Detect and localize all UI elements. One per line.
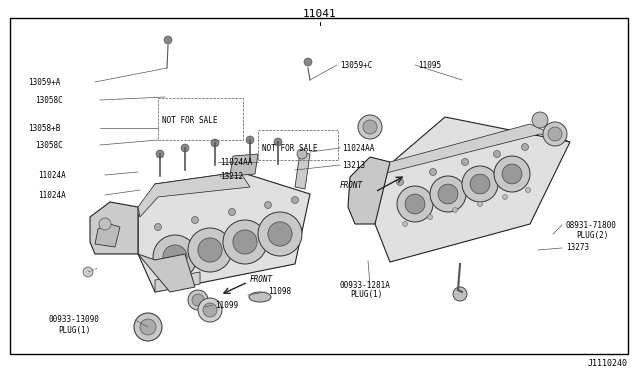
Circle shape (397, 186, 433, 222)
Circle shape (502, 164, 522, 184)
Circle shape (188, 228, 232, 272)
Text: 13058C: 13058C (35, 96, 63, 105)
Circle shape (430, 176, 466, 212)
Circle shape (397, 179, 403, 186)
Circle shape (494, 156, 530, 192)
Circle shape (461, 158, 468, 166)
Text: 11095: 11095 (418, 61, 441, 70)
Circle shape (246, 136, 254, 144)
Circle shape (403, 221, 408, 227)
Circle shape (191, 217, 198, 224)
Circle shape (99, 218, 111, 230)
Text: 11024A: 11024A (38, 190, 66, 199)
Circle shape (198, 238, 222, 262)
Circle shape (223, 220, 267, 264)
Text: PLUG(1): PLUG(1) (58, 326, 90, 334)
Text: PLUG(2): PLUG(2) (576, 231, 609, 240)
Text: FRONT: FRONT (340, 180, 363, 189)
Text: 00933-1281A: 00933-1281A (340, 280, 391, 289)
Circle shape (134, 313, 162, 341)
Text: 13059+A: 13059+A (28, 77, 60, 87)
Circle shape (268, 222, 292, 246)
Text: 11024A: 11024A (38, 170, 66, 180)
Polygon shape (295, 152, 310, 189)
Text: NOT FOR SALE: NOT FOR SALE (162, 115, 218, 125)
Text: 13212: 13212 (220, 171, 243, 180)
Circle shape (233, 230, 257, 254)
Circle shape (156, 150, 164, 158)
Text: 13213: 13213 (342, 160, 365, 170)
Circle shape (453, 287, 467, 301)
Circle shape (198, 298, 222, 322)
Text: J1110240: J1110240 (588, 359, 628, 369)
Circle shape (164, 36, 172, 44)
Polygon shape (138, 254, 195, 292)
Polygon shape (230, 154, 258, 176)
Text: NOT FOR SALE: NOT FOR SALE (262, 144, 317, 153)
Circle shape (493, 151, 500, 157)
Text: PLUG(1): PLUG(1) (350, 291, 382, 299)
Circle shape (405, 194, 425, 214)
Text: 13273: 13273 (566, 244, 589, 253)
Circle shape (211, 139, 219, 147)
Circle shape (188, 290, 208, 310)
Circle shape (438, 184, 458, 204)
Bar (258, 130, 338, 160)
Text: 13058+B: 13058+B (28, 124, 60, 132)
Text: FRONT: FRONT (250, 276, 273, 285)
Polygon shape (138, 172, 250, 217)
Polygon shape (375, 117, 570, 262)
Circle shape (532, 112, 548, 128)
Text: 11024AA: 11024AA (342, 144, 374, 153)
Circle shape (274, 138, 282, 146)
Circle shape (522, 144, 529, 151)
Circle shape (470, 174, 490, 194)
Polygon shape (138, 172, 310, 292)
Text: 11024AA: 11024AA (220, 157, 252, 167)
Circle shape (154, 224, 161, 231)
Text: 11098: 11098 (268, 288, 291, 296)
Circle shape (304, 58, 312, 66)
Circle shape (358, 115, 382, 139)
Circle shape (153, 235, 197, 279)
Circle shape (548, 127, 562, 141)
Text: 11099: 11099 (215, 301, 238, 310)
Circle shape (429, 169, 436, 176)
Circle shape (363, 120, 377, 134)
Circle shape (462, 166, 498, 202)
Circle shape (502, 195, 508, 199)
Circle shape (192, 294, 204, 306)
Circle shape (452, 208, 458, 212)
Text: 00933-13090: 00933-13090 (48, 315, 99, 324)
Circle shape (203, 303, 217, 317)
Circle shape (83, 267, 93, 277)
Ellipse shape (249, 292, 271, 302)
Circle shape (264, 202, 271, 208)
Circle shape (181, 144, 189, 152)
Polygon shape (90, 202, 138, 254)
Polygon shape (155, 272, 200, 292)
Bar (158, 98, 243, 140)
Circle shape (525, 187, 531, 192)
Text: 11041: 11041 (303, 9, 337, 19)
Circle shape (297, 149, 307, 159)
Polygon shape (375, 124, 570, 177)
Circle shape (258, 212, 302, 256)
Text: 13059+C: 13059+C (340, 61, 372, 70)
Polygon shape (95, 224, 120, 247)
Circle shape (477, 202, 483, 206)
Circle shape (291, 196, 298, 203)
Circle shape (228, 208, 236, 215)
Polygon shape (348, 157, 390, 224)
Circle shape (428, 215, 433, 219)
Text: 08931-71800: 08931-71800 (566, 221, 617, 230)
Text: 13058C: 13058C (35, 141, 63, 150)
Circle shape (140, 319, 156, 335)
Circle shape (163, 245, 187, 269)
Circle shape (543, 122, 567, 146)
